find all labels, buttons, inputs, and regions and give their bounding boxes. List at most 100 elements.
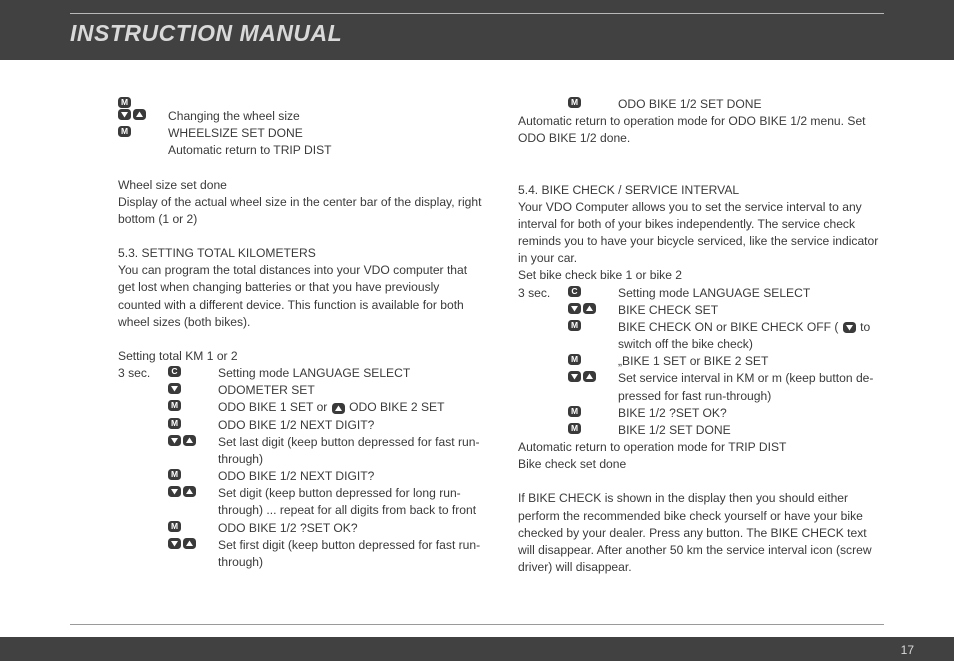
step-text: [168, 96, 484, 108]
after-text: Bike check set done: [518, 456, 884, 473]
step-text: ODO BIKE 1/2 NEXT DIGIT?: [218, 417, 484, 434]
step-text: BIKE 1/2 ?SET OK?: [618, 405, 884, 422]
step-text: BIKE CHECK ON or BIKE CHECK OFF ( to swi…: [618, 319, 884, 353]
header-title: INSTRUCTION MANUAL: [70, 20, 884, 47]
step-text: Set service interval in KM or m (keep bu…: [618, 370, 884, 404]
step-text: Set digit (keep button depressed for lon…: [218, 485, 484, 519]
content: MChanging the wheel sizeMWHEELSIZE SET D…: [118, 96, 884, 607]
step-icons: M: [168, 400, 218, 416]
step-icons: [568, 303, 618, 319]
footer-rule: [70, 624, 884, 625]
step-text: BIKE CHECK SET: [618, 302, 884, 319]
step-row: Automatic return to TRIP DIST: [118, 142, 484, 159]
spacer: [118, 331, 484, 348]
down-arrow-icon: [168, 435, 181, 446]
m-button-icon: M: [118, 126, 131, 137]
step-icons: [168, 435, 218, 468]
step-text: Setting mode LANGUAGE SELECT: [218, 365, 484, 382]
right-column: MODO BIKE 1/2 SET DONEAutomatic return t…: [518, 96, 884, 607]
step-icons: M: [568, 354, 618, 370]
step-row: MODO BIKE 1 SET or ODO BIKE 2 SET: [118, 399, 484, 416]
step-icons: M: [568, 97, 618, 113]
step-prefix: [518, 319, 568, 353]
step-row: M BIKE CHECK ON or BIKE CHECK OFF ( to sw…: [518, 319, 884, 353]
setting-heading: Setting total KM 1 or 2: [118, 348, 484, 365]
step-row: MODO BIKE 1/2 ?SET OK?: [118, 520, 484, 537]
step-icons: [168, 538, 218, 571]
step-prefix: [518, 370, 568, 404]
step-prefix: [518, 302, 568, 319]
up-arrow-icon: [583, 303, 596, 314]
step-icons: M: [118, 126, 168, 142]
step-row: BIKE CHECK SET: [518, 302, 884, 319]
spacer: [518, 165, 884, 182]
step-prefix: [118, 399, 168, 416]
step-row: 3 sec.CSetting mode LANGUAGE SELECT: [518, 285, 884, 302]
step-text: Set last digit (keep button depressed fo…: [218, 434, 484, 468]
down-arrow-icon: [568, 371, 581, 382]
step-text: Set first digit (keep button depressed f…: [218, 537, 484, 571]
step-text: ODOMETER SET: [218, 382, 484, 399]
step-text: WHEELSIZE SET DONE: [168, 125, 484, 142]
closing-para: If BIKE CHECK is shown in the display th…: [518, 490, 884, 576]
step-prefix: 3 sec.: [118, 365, 168, 382]
down-arrow-icon: [843, 322, 856, 333]
m-button-icon: M: [168, 469, 181, 480]
wheel-done-text: Display of the actual wheel size in the …: [118, 194, 484, 228]
page: INSTRUCTION MANUAL MChanging the wheel s…: [0, 0, 954, 661]
step-row: Set last digit (keep button depressed fo…: [118, 434, 484, 468]
down-arrow-icon: [568, 303, 581, 314]
step-prefix: [118, 485, 168, 519]
m-button-icon: M: [568, 354, 581, 365]
left-column: MChanging the wheel sizeMWHEELSIZE SET D…: [118, 96, 484, 607]
up-arrow-icon: [183, 538, 196, 549]
step-prefix: [118, 417, 168, 434]
step-icons: M: [168, 521, 218, 537]
section-title: 5.4. BIKE CHECK / SERVICE INTERVAL: [518, 182, 884, 199]
step-text: ODO BIKE 1/2 SET DONE: [618, 96, 884, 113]
section-para: You can program the total distances into…: [118, 262, 484, 331]
step-text: Setting mode LANGUAGE SELECT: [618, 285, 884, 302]
section-title: 5.3. SETTING TOTAL KILOMETERS: [118, 245, 484, 262]
m-button-icon: M: [168, 521, 181, 532]
m-button-icon: M: [568, 320, 581, 331]
step-text: ODO BIKE 1 SET or ODO BIKE 2 SET: [218, 399, 484, 416]
step-icons: [568, 371, 618, 404]
step-row: Set service interval in KM or m (keep bu…: [518, 370, 884, 404]
step-row: M „BIKE 1 SET or BIKE 2 SET: [518, 353, 884, 370]
step-icons: M: [568, 406, 618, 422]
after-text: Automatic return to operation mode for T…: [518, 439, 884, 456]
step-icons: [118, 143, 168, 159]
step-icons: C: [568, 286, 618, 302]
step-row: MBIKE 1/2 ?SET OK?: [518, 405, 884, 422]
step-row: MBIKE 1/2 SET DONE: [518, 422, 884, 439]
c-button-icon: C: [568, 286, 581, 297]
step-row: MODO BIKE 1/2 SET DONE: [518, 96, 884, 113]
step-prefix: [518, 96, 568, 113]
step-prefix: [518, 405, 568, 422]
spacer: [118, 228, 484, 245]
step-icons: M: [168, 418, 218, 434]
m-button-icon: M: [568, 423, 581, 434]
step-row: 3 sec.CSetting mode LANGUAGE SELECT: [118, 365, 484, 382]
step-text: „BIKE 1 SET or BIKE 2 SET: [618, 353, 884, 370]
step-icons: [168, 486, 218, 519]
down-arrow-icon: [168, 383, 181, 394]
step-prefix: [118, 537, 168, 571]
setting-heading: Set bike check bike 1 or bike 2: [518, 267, 884, 284]
step-icons: [168, 383, 218, 399]
step-row: M: [118, 96, 484, 108]
step-prefix: [118, 520, 168, 537]
step-text: Changing the wheel size: [168, 108, 484, 125]
wheel-done-heading: Wheel size set done: [118, 177, 484, 194]
step-text: Automatic return to TRIP DIST: [168, 142, 484, 159]
spacer: [118, 160, 484, 177]
step-row: MODO BIKE 1/2 NEXT DIGIT?: [118, 417, 484, 434]
up-arrow-icon: [133, 109, 146, 120]
step-row: M WHEELSIZE SET DONE: [118, 125, 484, 142]
step-row: ODOMETER SET: [118, 382, 484, 399]
step-text: ODO BIKE 1/2 NEXT DIGIT?: [218, 468, 484, 485]
up-arrow-icon: [332, 403, 345, 414]
up-arrow-icon: [583, 371, 596, 382]
section-para: Your VDO Computer allows you to set the …: [518, 199, 884, 268]
